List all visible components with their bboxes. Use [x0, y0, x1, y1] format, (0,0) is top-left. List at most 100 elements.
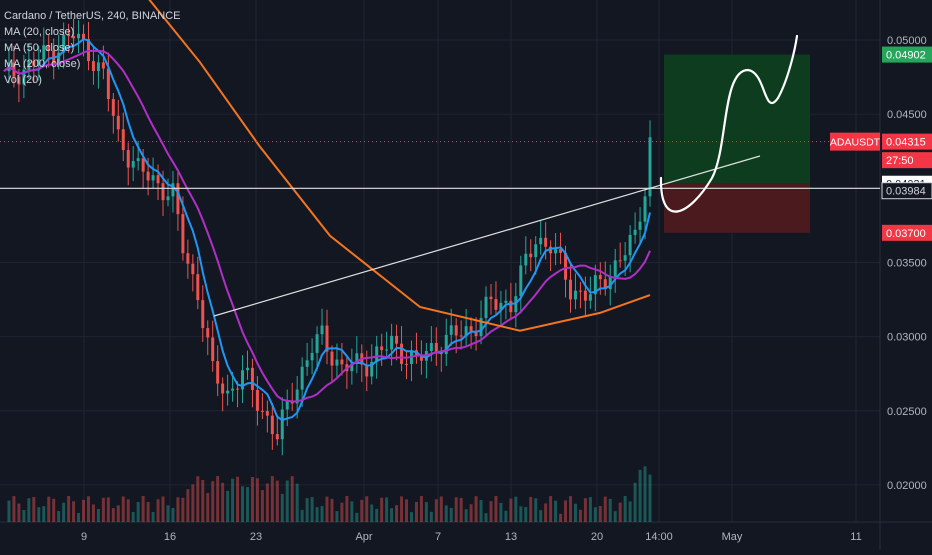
volume-bar [236, 476, 240, 522]
y-tick-label: 0.04500 [887, 109, 927, 121]
candle-body [250, 367, 254, 390]
candle-body [325, 325, 329, 352]
candle-body [161, 183, 165, 201]
stop-zone [664, 183, 810, 233]
volume-bar [544, 503, 548, 522]
volume-bar [405, 499, 408, 522]
candle-body [201, 300, 205, 329]
indicator-vol[interactable]: Vol (20) [4, 74, 42, 86]
x-tick-label: 7 [435, 531, 441, 543]
candle-body [603, 279, 607, 290]
candle-body [126, 150, 130, 168]
candle-body [300, 366, 304, 390]
y-tick-label: 0.03000 [887, 332, 927, 344]
volume-bar [265, 483, 269, 522]
candle-body [241, 370, 245, 390]
volume-bar [474, 496, 478, 522]
volume-bar [360, 499, 364, 522]
volume-bar [22, 509, 26, 522]
volume-bar [469, 504, 473, 522]
candle-body [121, 129, 125, 151]
candle-body [221, 383, 225, 394]
candle-body [22, 69, 26, 85]
candle-body [370, 361, 374, 377]
volume-bar [449, 507, 453, 522]
candle-body [315, 334, 319, 353]
candle-body [593, 275, 597, 295]
volume-bar [608, 498, 612, 522]
volume-bar [196, 476, 200, 522]
candle-body [648, 137, 652, 197]
x-tick-label: 20 [591, 531, 603, 543]
candle-body [539, 237, 543, 245]
y-tick-label: 0.03500 [887, 257, 927, 269]
volume-bar [101, 497, 105, 522]
ma50-line [3, 49, 651, 403]
symbol-title[interactable]: Cardano / TetherUS, 240, BINANCE [4, 10, 181, 22]
candle-body [529, 253, 533, 258]
volume-bar [370, 504, 374, 522]
volume-bar [598, 506, 602, 522]
candle-body [236, 388, 240, 390]
volume-bar [270, 476, 274, 522]
candle-body [151, 175, 155, 181]
candle-body [265, 411, 269, 416]
volume-bar [176, 497, 180, 522]
volume-bar [439, 496, 443, 522]
volume-bar [638, 469, 642, 522]
volume-bar [514, 496, 518, 522]
volume-bar [295, 483, 299, 522]
candle-body [509, 300, 513, 313]
candle-body [305, 360, 309, 367]
volume-bar [385, 497, 389, 522]
price-tag-bg [882, 224, 932, 241]
indicator-ma200[interactable]: MA (200, close) [4, 58, 81, 70]
y-tick-label: 0.02500 [887, 406, 927, 418]
candle-body [275, 434, 279, 440]
price-tag-label: 0.04315 [886, 137, 926, 149]
candle-body [564, 252, 568, 280]
volume-bar [17, 503, 21, 522]
candle-body [434, 343, 438, 354]
volume-bar [42, 506, 46, 522]
volume-bar [181, 497, 185, 522]
indicator-ma50[interactable]: MA (50, close) [4, 42, 75, 54]
candle-body [37, 59, 41, 66]
volume-bar [519, 506, 523, 522]
price-tag-bg [882, 46, 932, 63]
candle-body [494, 299, 498, 310]
candle-body [280, 409, 284, 440]
volume-bar [559, 513, 563, 522]
volume-bar [578, 509, 582, 522]
volume-bar [275, 480, 279, 522]
volume-bar [504, 510, 508, 522]
volume-bar [246, 487, 249, 522]
candle-body [534, 244, 538, 258]
volume-bar [593, 507, 597, 522]
candle-body [608, 276, 612, 290]
volume-bar [613, 511, 617, 522]
candle-body [77, 33, 81, 39]
candle-body [246, 367, 249, 371]
indicator-ma20[interactable]: MA (20, close) [4, 26, 75, 38]
volume-bar [7, 500, 11, 522]
candle-body [42, 45, 46, 60]
candle-body [355, 353, 359, 364]
volume-bar [395, 505, 399, 522]
candle-body [454, 325, 458, 336]
volume-bar [37, 507, 41, 522]
candle-body [544, 237, 548, 247]
candle-body [67, 34, 71, 37]
price-tag-label: 0.04902 [886, 50, 926, 62]
x-tick-label: 13 [505, 531, 517, 543]
volume-bar [429, 511, 433, 522]
trendline [213, 155, 761, 317]
volume-bar [121, 496, 125, 522]
volume-bar [91, 504, 95, 522]
candle-body [335, 359, 339, 366]
volume-bar [588, 497, 592, 522]
candle-body [131, 161, 135, 168]
price-tag-bg [882, 133, 932, 150]
volume-bar [305, 498, 309, 522]
